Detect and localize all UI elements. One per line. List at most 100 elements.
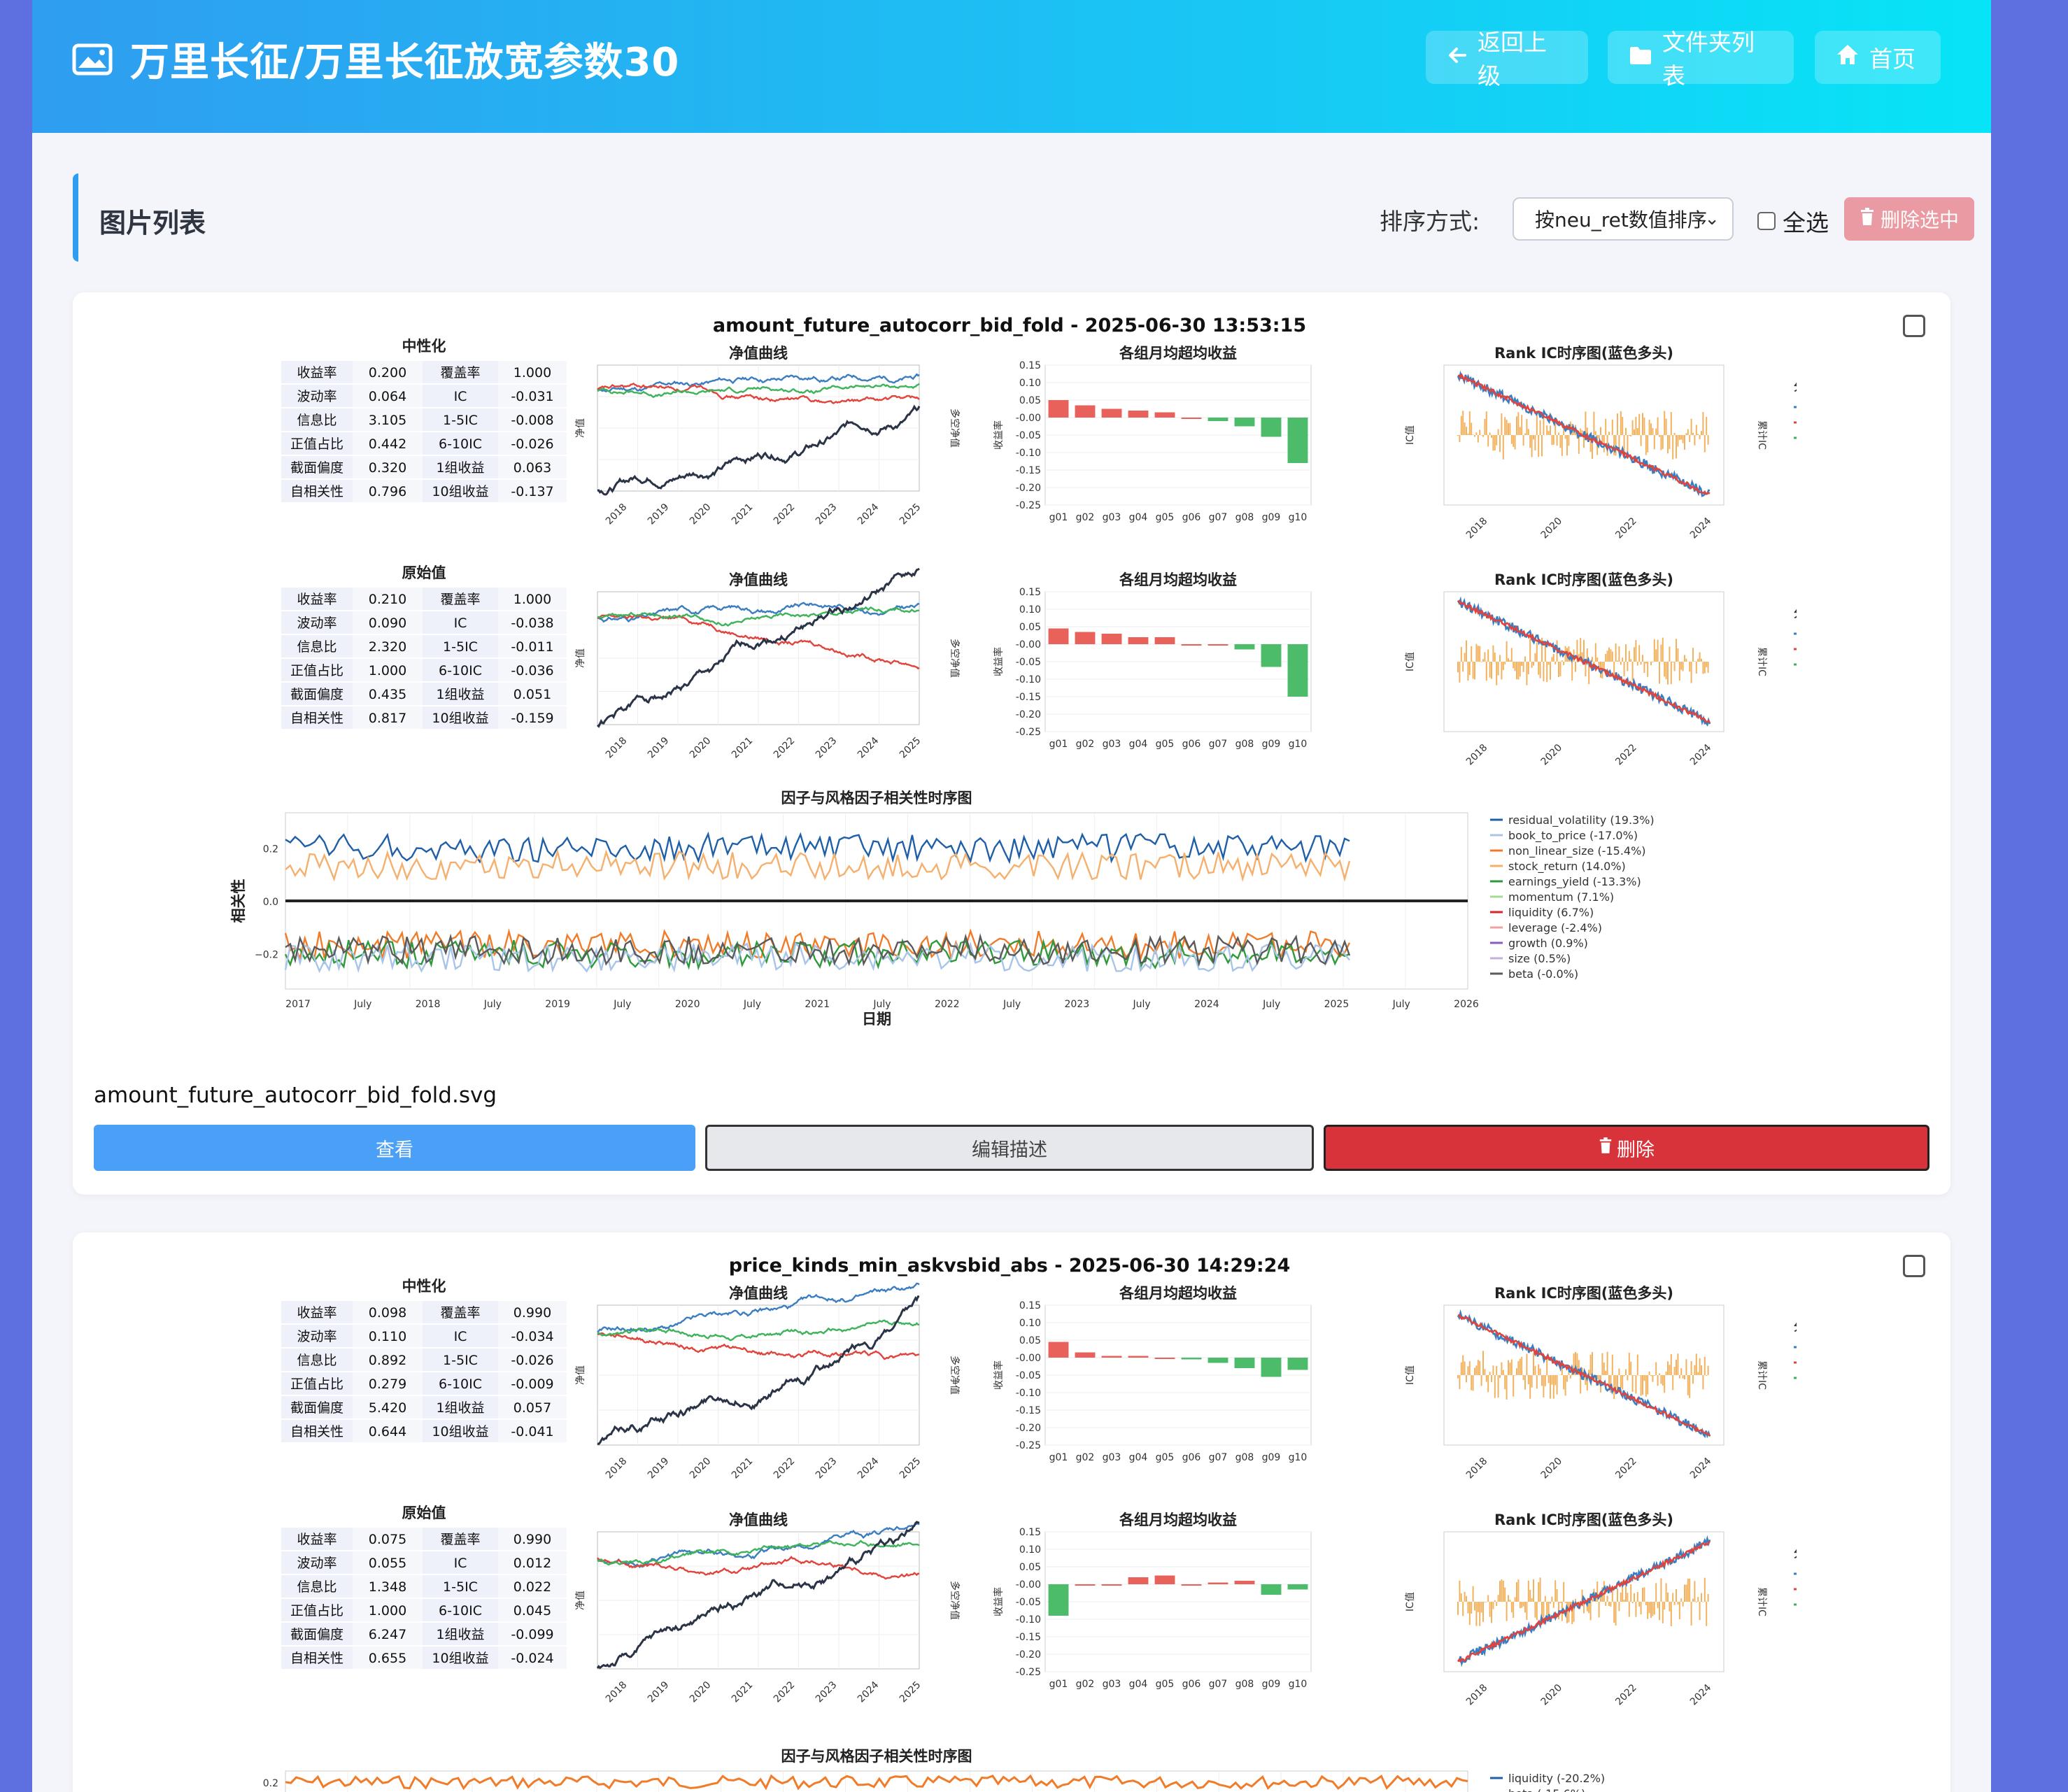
table-cell-bg — [498, 1647, 567, 1669]
table-cell: 1组收益 — [436, 687, 484, 702]
table-cell: 1组收益 — [436, 460, 484, 476]
bar-g07 — [1207, 644, 1228, 646]
bar-y-tick: -0.20 — [1016, 709, 1041, 720]
bar-g07 — [1207, 418, 1228, 421]
bar-x-tick: g04 — [1129, 1679, 1148, 1690]
bar-g04 — [1128, 411, 1149, 418]
table-cell: 6.247 — [369, 1627, 406, 1642]
ic-x-tick: 2018 — [1464, 742, 1490, 768]
folder-list-button[interactable]: 文件夹列表 — [1608, 29, 1794, 90]
table-title: 原始值 — [402, 564, 446, 581]
table-cell-bg — [423, 1647, 498, 1669]
table-cell: 自相关性 — [290, 1424, 344, 1439]
table-cell: -0.026 — [511, 1353, 553, 1368]
table-cell: 0.022 — [514, 1579, 551, 1595]
table-cell: 6-10IC — [439, 663, 482, 678]
bar-g03 — [1101, 1584, 1122, 1586]
corr-x-tick: 2022 — [935, 999, 960, 1010]
bar-y-tick: 0.05 — [1019, 1562, 1041, 1573]
table-cell-bg — [353, 1647, 423, 1669]
table-cell-bg — [281, 588, 353, 610]
bar-chart-title: 各组月均超均收益 — [1119, 1512, 1237, 1528]
bar-y-tick: -0.15 — [1016, 692, 1041, 703]
table-cell: 0.990 — [514, 1532, 551, 1547]
table-cell-bg — [281, 456, 353, 478]
corr-legend-label: residual_volatility (19.3%) — [1508, 813, 1655, 827]
nav-x-tick: 2019 — [646, 735, 672, 761]
sort-select[interactable]: 按neu_ret数值排序 ⌄ — [1513, 197, 1734, 241]
corr-legend-label: liquidity (-20.2%) — [1508, 1772, 1605, 1785]
bar-g09 — [1261, 1584, 1282, 1595]
table-cell: 信息比 — [297, 413, 337, 428]
table-cell-bg — [281, 683, 353, 705]
bar-g02 — [1075, 1584, 1096, 1586]
back-button[interactable]: 返回上级 — [1426, 29, 1588, 90]
table-cell: 0.320 — [369, 460, 406, 476]
chart-image[interactable]: amount_future_autocorr_bid_fold - 2025-0… — [222, 309, 1797, 1037]
view-button[interactable]: 查看 — [94, 1125, 695, 1171]
table-cell-bg — [353, 1528, 423, 1550]
corr-x-tick: July — [1262, 999, 1280, 1010]
nav-line-group5 — [597, 606, 920, 627]
table-cell: 0.075 — [369, 1532, 406, 1547]
table-cell-bg — [498, 659, 567, 681]
nav-x-tick: 2021 — [730, 1456, 756, 1481]
table-cell: 1-5IC — [443, 639, 478, 655]
table-cell-bg — [281, 408, 353, 431]
bar-x-tick: g03 — [1103, 739, 1121, 750]
table-cell: 0.796 — [369, 484, 406, 499]
card-select-checkbox[interactable] — [1903, 315, 1925, 337]
bar-y-label: 收益率 — [993, 420, 1005, 450]
ic-x-tick: 2024 — [1688, 1456, 1714, 1481]
table-cell-bg — [281, 706, 353, 729]
chart-image[interactable]: price_kinds_min_askvsbid_abs - 2025-06-3… — [222, 1249, 1797, 1792]
table-cell: 自相关性 — [290, 484, 344, 499]
table-cell-bg — [281, 1301, 353, 1323]
nav-x-tick: 2021 — [730, 502, 756, 527]
bar-y-tick: -0.10 — [1016, 448, 1041, 459]
table-cell: 截面偏度 — [290, 687, 344, 702]
bar-x-tick: g05 — [1156, 739, 1175, 750]
corr-series-line — [285, 933, 1351, 967]
table-cell-bg — [423, 1599, 498, 1621]
table-cell-bg — [281, 635, 353, 657]
table-cell-bg — [498, 611, 567, 634]
select-all[interactable]: 全选 — [1757, 204, 1829, 238]
table-cell-bg — [423, 635, 498, 657]
table-cell: 自相关性 — [290, 711, 344, 726]
table-cell-bg — [498, 1420, 567, 1442]
ic-x-tick: 2022 — [1613, 1456, 1639, 1481]
select-all-label: 全选 — [1783, 209, 1829, 236]
corr-x-tick: 2018 — [416, 999, 441, 1010]
table-cell-bg — [353, 659, 423, 681]
table-cell: 1.000 — [514, 592, 551, 607]
bar-y-tick: -0.15 — [1016, 1632, 1041, 1643]
bar-g05 — [1154, 1358, 1175, 1359]
table-cell: 0.442 — [369, 436, 406, 452]
bar-g08 — [1234, 644, 1255, 650]
bar-y-tick: -0.20 — [1016, 1649, 1041, 1661]
table-cell-bg — [498, 588, 567, 610]
nav-line-group1 — [597, 602, 920, 623]
ic-y2-label: 累计IC — [1756, 1587, 1767, 1616]
table-cell: -0.026 — [511, 436, 553, 452]
table-cell: 覆盖率 — [440, 1305, 480, 1321]
delete-selected-label: 删除选中 — [1880, 208, 1959, 232]
corr-x-tick: July — [743, 999, 761, 1010]
delete-button[interactable]: 删除 — [1324, 1125, 1929, 1171]
nav-x-tick: 2025 — [898, 735, 923, 761]
edit-description-button[interactable]: 编辑描述 — [705, 1125, 1314, 1171]
nav-x-tick: 2019 — [646, 1456, 672, 1481]
card-select-checkbox[interactable] — [1903, 1255, 1925, 1277]
folder-icon — [1629, 44, 1662, 71]
ic-x-tick: 2022 — [1613, 515, 1639, 541]
corr-legend-label: earnings_yield (-13.3%) — [1508, 875, 1641, 889]
table-cell: 1.348 — [369, 1579, 406, 1595]
bar-g01 — [1048, 1342, 1069, 1358]
table-cell-bg — [498, 635, 567, 657]
nav-x-tick: 2021 — [730, 735, 756, 761]
home-button[interactable]: 首页 — [1815, 31, 1941, 84]
delete-selected-button[interactable]: 删除选中 — [1844, 197, 1974, 241]
nav-y-label: 净值 — [575, 418, 586, 438]
select-all-checkbox[interactable] — [1757, 212, 1776, 230]
